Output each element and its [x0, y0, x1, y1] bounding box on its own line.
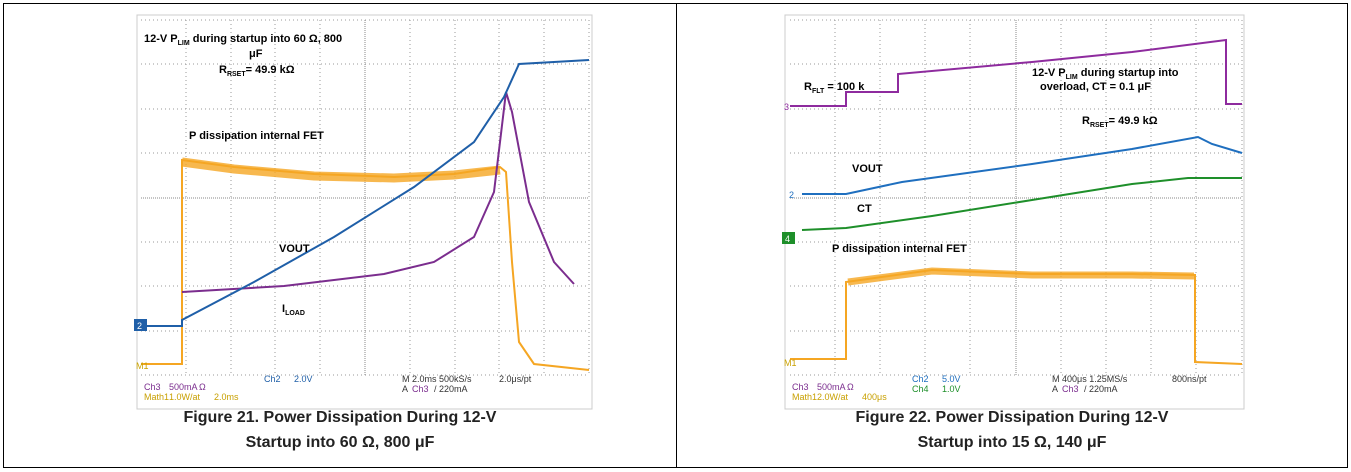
- marker: 2: [137, 321, 142, 331]
- annotation: RRSET= 49.9 kΩ: [1082, 115, 1158, 129]
- marker-box: [782, 232, 795, 244]
- marker: 3: [784, 102, 789, 112]
- marker-box: [134, 319, 147, 331]
- readout: M 400μs 1.25MS/s 800ns/pt: [1052, 374, 1207, 384]
- annotation: P dissipation internal FET: [832, 243, 967, 255]
- trace-noise: [847, 267, 1195, 286]
- marker: 2: [789, 190, 794, 200]
- grid: [790, 19, 1243, 376]
- caption: Figure 22. Power Dissipation During 12-V: [855, 409, 1169, 426]
- annotation: VOUT: [852, 163, 883, 175]
- readout: Ch2 5.0V: [912, 374, 961, 384]
- figure-panel: RFLT = 100 k 12-V PLIM during startup in…: [676, 3, 1348, 468]
- annotation: VOUT: [279, 243, 310, 255]
- marker: M1: [136, 361, 149, 371]
- annotation: P dissipation internal FET: [189, 130, 324, 142]
- readout: 2.0μs/pt: [499, 374, 532, 384]
- figure-panel: 12-V PLIM during startup into 60 Ω, 800 …: [3, 3, 677, 468]
- scope-screen: 12-V PLIM during startup into 60 Ω, 800 …: [134, 14, 593, 410]
- caption: Startup into 15 Ω, 140 μF: [917, 434, 1107, 451]
- annotation: 12-V PLIM during startup into: [1032, 67, 1179, 81]
- annotation: RRSET= 49.9 kΩ: [219, 64, 295, 78]
- caption: Startup into 60 Ω, 800 μF: [245, 434, 435, 451]
- caption: Figure 21. Power Dissipation During 12-V: [183, 409, 497, 426]
- trace-vout: [802, 135, 1243, 195]
- annotation: ILOAD: [282, 303, 305, 317]
- readout: Ch4 1.0V: [912, 384, 961, 394]
- trace-ct: [801, 177, 1242, 231]
- trace-iload: [181, 91, 575, 293]
- readout: Math11.0W/at 2.0ms: [144, 392, 239, 402]
- readout: M 2.0ms 500kS/s: [402, 374, 472, 384]
- readout: A Ch3/ 220mA: [402, 384, 468, 394]
- trace-3: [790, 38, 1242, 107]
- scope-frame: [784, 14, 1245, 410]
- readout: Ch2 2.0V: [264, 374, 313, 384]
- scope-screen: RFLT = 100 k 12-V PLIM during startup in…: [782, 14, 1245, 410]
- readout: Math12.0W/at 400μs: [792, 392, 887, 402]
- annotation: 12-V PLIM during startup into 60 Ω, 800: [144, 33, 342, 47]
- annotation: RFLT = 100 k: [804, 81, 865, 95]
- trace-vout: [141, 59, 590, 327]
- marker: 4: [785, 234, 790, 244]
- readout: Ch3 500mAΩ: [792, 382, 854, 392]
- annotation: μF: [249, 48, 263, 60]
- trace-noise: [181, 157, 501, 183]
- grid: [141, 19, 590, 376]
- marker: M1: [784, 358, 797, 368]
- annotation: CT: [857, 203, 872, 215]
- annotation: overload, CT = 0.1 μF: [1040, 81, 1151, 93]
- readout: Ch3 500mAΩ: [144, 382, 206, 392]
- readout: A Ch3/ 220mA: [1052, 384, 1118, 394]
